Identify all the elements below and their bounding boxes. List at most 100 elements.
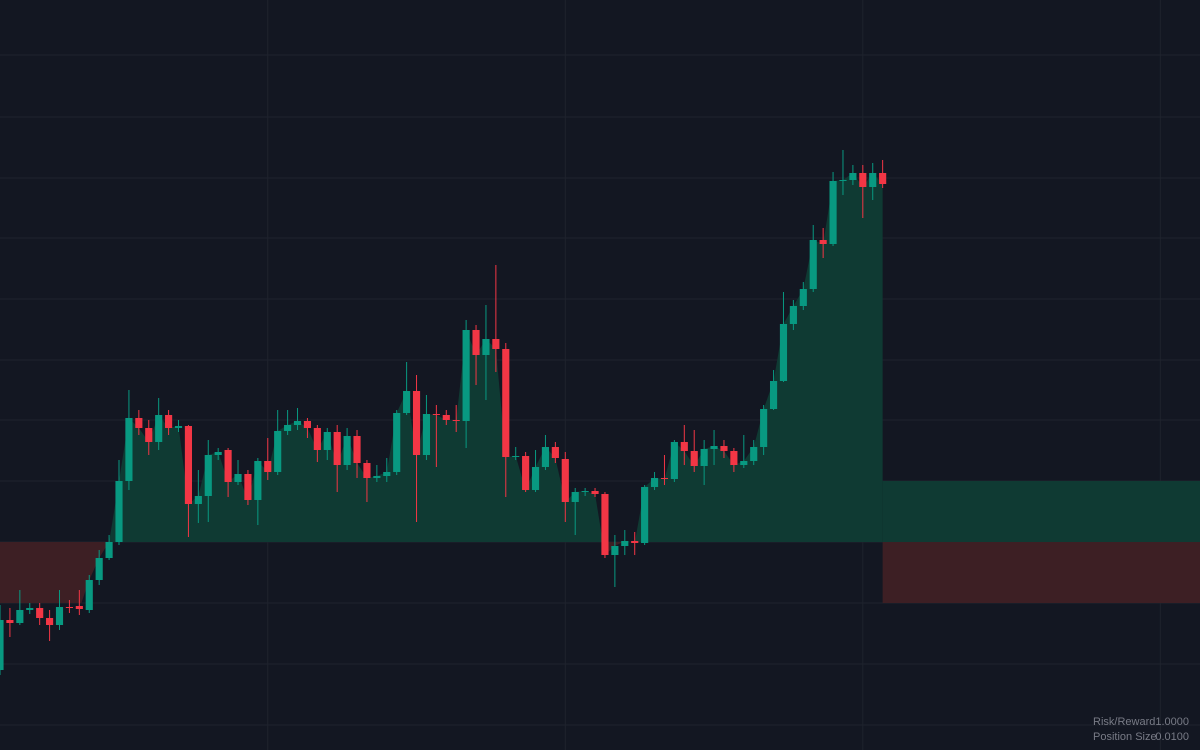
candle-body (809, 240, 817, 289)
candle-body (224, 450, 232, 482)
candle-body (65, 607, 73, 608)
candle-body (879, 173, 887, 184)
candle-body (234, 474, 242, 482)
candle-body (115, 481, 123, 542)
candle-body (373, 476, 381, 478)
candle-body (26, 608, 34, 610)
stat-value: 1.0000 (1155, 716, 1189, 728)
candle-body (730, 451, 738, 465)
candle-body (492, 339, 500, 349)
candle-body (6, 620, 14, 623)
candle-body (194, 496, 202, 504)
candle-body (591, 491, 599, 494)
candle-body (254, 461, 262, 500)
candle-body (760, 409, 768, 447)
candle-body (353, 436, 361, 463)
candle-body (799, 289, 807, 306)
stat-value: 0.0100 (1155, 731, 1189, 743)
candle-body (512, 456, 520, 457)
candle-body (333, 432, 341, 465)
candle-body (323, 432, 331, 450)
candles (0, 150, 887, 675)
candle-body (442, 415, 450, 420)
target-zone (882, 481, 1200, 542)
candle-body (522, 456, 530, 490)
candle-body (720, 446, 728, 451)
candle-body (393, 413, 401, 472)
candle-body (155, 415, 163, 442)
candle-body (829, 181, 837, 244)
candle-body (779, 324, 788, 381)
candle-body (184, 426, 192, 504)
candle-body (700, 449, 708, 466)
candle-body (274, 431, 282, 472)
loss-area (0, 542, 883, 603)
candle-body (145, 428, 153, 442)
candle-body (839, 180, 847, 181)
candle-body (204, 455, 212, 496)
candle-body (452, 420, 460, 421)
candle-body (769, 381, 778, 409)
candle-body (244, 474, 252, 500)
candle-body (531, 467, 540, 490)
candle-body (631, 541, 639, 543)
candle-body (125, 418, 133, 481)
stat-label: Position Size (1093, 731, 1157, 743)
candle-body (502, 349, 510, 457)
candle-body (46, 618, 54, 625)
profit-area (0, 173, 883, 542)
candle-body (551, 447, 559, 458)
candle-body (740, 461, 748, 465)
candle-body (403, 391, 411, 413)
candle-body (0, 620, 4, 670)
candle-body (561, 459, 569, 502)
candle-body (16, 610, 24, 623)
stop-zone (882, 542, 1200, 603)
candle-body (313, 428, 321, 450)
position-zones (0, 173, 1200, 603)
candle-body (293, 421, 302, 425)
candle-body (819, 240, 827, 244)
candle-body (680, 442, 688, 451)
candle-body (383, 472, 391, 476)
candle-body (670, 442, 678, 479)
candle-body (849, 173, 857, 180)
candle-body (641, 487, 649, 543)
candle-body (422, 414, 431, 455)
candle-body (611, 546, 619, 555)
candle-body (264, 461, 272, 472)
candle-body (135, 418, 143, 428)
stat-label: Risk/Reward (1093, 716, 1155, 728)
candle-body (214, 452, 222, 455)
candle-body (472, 330, 480, 355)
candle-body (432, 414, 440, 415)
candle-body (482, 339, 490, 355)
candle-body (462, 330, 470, 421)
candle-body (750, 447, 758, 461)
candle-body (343, 436, 351, 465)
candle-body (36, 608, 44, 618)
candle-body (650, 478, 659, 487)
candle-body (869, 173, 877, 187)
candle-body (581, 491, 589, 492)
candle-body (363, 463, 371, 478)
candle-body (859, 173, 867, 187)
candle-body (710, 446, 718, 449)
candle-body (75, 606, 83, 609)
candle-body (284, 425, 292, 431)
candle-body (303, 421, 312, 428)
candle-body (541, 447, 550, 467)
candle-body (412, 391, 421, 455)
candle-body (621, 541, 629, 546)
candle-body (571, 492, 579, 502)
candle-body (55, 607, 64, 625)
candle-body (105, 542, 113, 558)
candle-body (601, 494, 609, 555)
candle-body (174, 426, 183, 428)
candle-body (789, 306, 797, 324)
candle-body (165, 415, 173, 428)
